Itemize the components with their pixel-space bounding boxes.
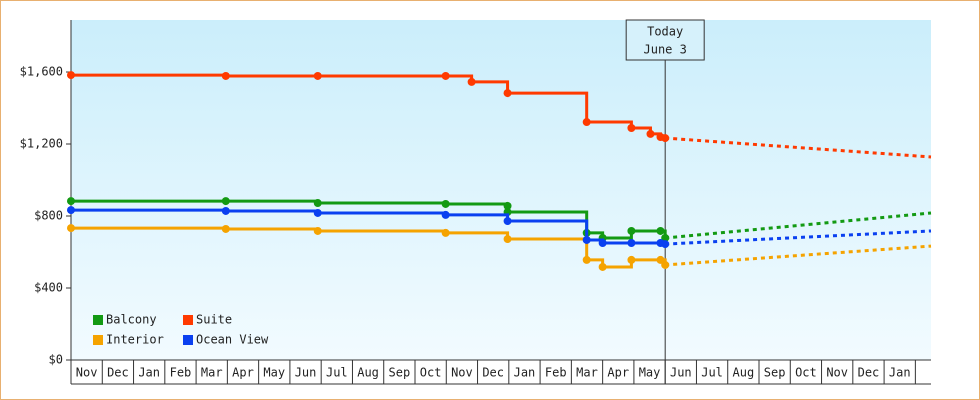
point [627, 226, 636, 235]
legend-label: Ocean View [196, 333, 269, 347]
point [646, 129, 655, 138]
legend-label: Suite [196, 313, 232, 327]
y-tick-label: $400 [34, 281, 63, 295]
point [656, 226, 665, 235]
y-tick-label: $1,200 [20, 137, 63, 151]
point [582, 118, 591, 127]
point [582, 235, 591, 244]
x-tick-label: Sep [389, 366, 411, 380]
point [627, 239, 636, 248]
point [503, 217, 512, 226]
point [598, 239, 607, 248]
point [221, 197, 230, 206]
today-label: Today [647, 25, 683, 39]
point [467, 77, 476, 86]
legend-label: Balcony [106, 313, 157, 327]
point [661, 233, 670, 242]
point [441, 210, 450, 219]
point [313, 199, 322, 208]
x-tick-label: Jun [670, 366, 692, 380]
x-tick-label: Nov [76, 366, 98, 380]
point [441, 71, 450, 80]
x-tick-label: Mar [201, 366, 223, 380]
x-tick-label: Aug [733, 366, 755, 380]
y-tick-label: $800 [34, 209, 63, 223]
point [441, 199, 450, 208]
legend-swatch [183, 335, 193, 345]
y-tick-label: $0 [49, 353, 63, 367]
series-line [71, 226, 667, 269]
x-tick-label: Feb [170, 366, 192, 380]
point [221, 206, 230, 215]
x-tick-label: Jan [514, 366, 536, 380]
point [313, 226, 322, 235]
point [221, 224, 230, 233]
point [503, 89, 512, 98]
point [313, 71, 322, 80]
point [627, 123, 636, 132]
x-tick-label: Mar [576, 366, 598, 380]
x-tick-label: Jan [889, 366, 911, 380]
x-tick-label: Apr [232, 366, 254, 380]
x-tick-label: Dec [482, 366, 504, 380]
today-label: June 3 [644, 43, 687, 57]
point [313, 208, 322, 217]
x-tick-label: Jan [138, 366, 160, 380]
point [656, 255, 665, 264]
point [661, 260, 670, 269]
x-tick-label: Jun [295, 366, 317, 380]
x-tick-label: May [639, 366, 661, 380]
point [503, 201, 512, 210]
y-tick-label: $1,600 [20, 65, 63, 79]
legend-label: Interior [106, 333, 164, 347]
legend-swatch [93, 315, 103, 325]
point [67, 71, 75, 80]
point [598, 262, 607, 271]
point [221, 71, 230, 80]
point [627, 255, 636, 264]
legend-swatch [183, 315, 193, 325]
x-tick-label: Nov [826, 366, 848, 380]
x-tick-label: Dec [858, 366, 880, 380]
point [582, 255, 591, 264]
x-tick-label: Jul [701, 366, 723, 380]
x-tick-label: Feb [545, 366, 567, 380]
x-tick-label: Jul [326, 366, 348, 380]
point [67, 197, 75, 206]
x-tick-label: Nov [451, 366, 473, 380]
x-tick-label: May [263, 366, 285, 380]
point [67, 224, 75, 233]
today-box [625, 19, 705, 61]
x-tick-label: Aug [357, 366, 379, 380]
x-tick-label: Apr [607, 366, 629, 380]
x-tick-label: Dec [107, 366, 129, 380]
legend-swatch [93, 335, 103, 345]
point [661, 240, 670, 249]
point [441, 228, 450, 237]
point [503, 235, 512, 244]
point [661, 134, 670, 143]
plot-area [71, 20, 931, 360]
x-tick-label: Oct [795, 366, 817, 380]
point [67, 206, 75, 215]
x-tick-label: Oct [420, 366, 442, 380]
x-tick-label: Sep [764, 366, 786, 380]
